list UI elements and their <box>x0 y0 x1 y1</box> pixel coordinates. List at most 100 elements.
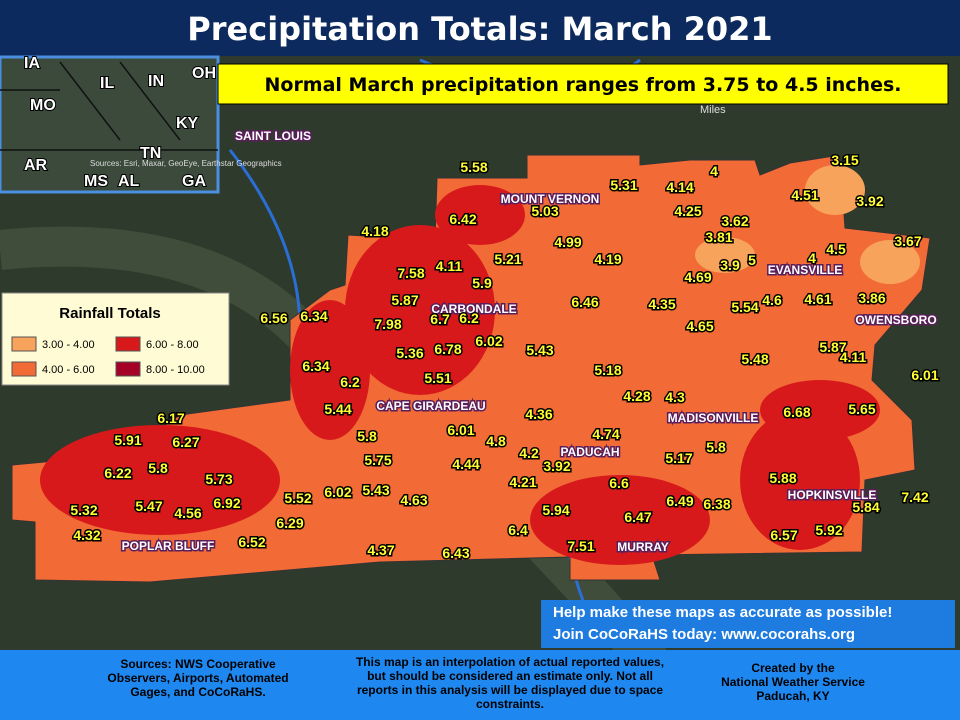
city-label: CARBONDALE <box>431 302 516 316</box>
station-value: 4.6 <box>762 292 782 308</box>
station-value: 5.9 <box>472 275 492 291</box>
station-value: 4.63 <box>400 492 427 508</box>
city-label: MOUNT VERNON <box>501 192 600 206</box>
station-value: 4 <box>808 250 816 266</box>
station-value: 5 <box>748 252 756 268</box>
state-label: GA <box>182 173 206 190</box>
station-value: 4 <box>710 163 718 179</box>
station-value: 4.14 <box>666 179 693 195</box>
station-value: 4.51 <box>791 187 818 203</box>
station-value: 6.34 <box>302 358 329 374</box>
station-value: 6.6 <box>609 475 629 491</box>
station-value: 6.4 <box>508 522 528 538</box>
station-value: 6.57 <box>770 527 797 543</box>
station-value: 4.35 <box>648 296 675 312</box>
legend-label: 3.00 - 4.00 <box>42 339 95 351</box>
station-value: 6.43 <box>442 545 469 561</box>
station-value: 6.7 <box>430 311 450 327</box>
station-value: 5.58 <box>460 159 487 175</box>
station-value: 4.11 <box>840 349 867 365</box>
station-value: 5.91 <box>114 432 141 448</box>
normal-box <box>217 63 949 105</box>
station-value: 5.51 <box>424 370 451 386</box>
station-value: 5.88 <box>769 470 796 486</box>
heavy-area <box>530 475 710 565</box>
state-label: IL <box>100 75 114 92</box>
station-value: 4.74 <box>592 426 619 442</box>
station-value: 4.65 <box>686 318 713 334</box>
station-value: 4.5 <box>826 241 846 257</box>
light-areas <box>695 165 920 284</box>
station-value: 5.73 <box>205 471 232 487</box>
help-line: Join CoCoRaHS today: www.cocorahs.org <box>553 626 855 643</box>
station-value: 5.32 <box>70 502 97 518</box>
station-value: 4.25 <box>674 203 701 219</box>
station-value: 5.18 <box>594 362 621 378</box>
footer-text: Paducah, KY <box>756 689 829 703</box>
normal-note: Normal March precipitation ranges from 3… <box>264 74 901 96</box>
station-value: 6.92 <box>213 495 240 511</box>
city-label: MURRAY <box>617 540 669 554</box>
station-value: 5.31 <box>610 177 637 193</box>
station-value: 4.21 <box>509 474 536 490</box>
state-label: TN <box>140 145 161 162</box>
station-value: 5.87 <box>391 292 418 308</box>
footer-text: Gages, and CoCoRaHS. <box>130 685 265 699</box>
help-box <box>541 600 955 648</box>
station-value: 5.84 <box>852 499 879 515</box>
station-value: 5.52 <box>284 490 311 506</box>
station-value: 6.17 <box>157 410 184 426</box>
footer-text: but should be considered an estimate onl… <box>367 669 653 683</box>
station-value: 4.69 <box>684 269 711 285</box>
station-value: 6.68 <box>783 404 810 420</box>
city-label: SAINT LOUIS <box>235 129 311 143</box>
footer-text: Created by the <box>751 661 835 675</box>
station-value: 6.01 <box>447 422 474 438</box>
inset-borders <box>0 61 218 151</box>
station-value: 4.32 <box>73 527 100 543</box>
station-value: 3.9 <box>720 257 740 273</box>
station-value: 4.3 <box>665 389 685 405</box>
city-label: MADISONVILLE <box>668 411 759 425</box>
footer-text: This map is an interpolation of actual r… <box>356 655 664 669</box>
station-value: 3.15 <box>831 152 858 168</box>
station-value: 3.92 <box>543 458 570 474</box>
station-value: 5.65 <box>848 401 875 417</box>
station-value: 6.27 <box>172 434 199 450</box>
station-value: 5.87 <box>819 339 846 355</box>
title: Precipitation Totals: March 2021 <box>187 10 772 48</box>
station-value: 6.02 <box>475 333 502 349</box>
heavy-areas <box>40 185 880 565</box>
station-value: 4.99 <box>554 234 581 250</box>
station-value: 7.42 <box>901 489 928 505</box>
heavy-area <box>40 425 280 535</box>
station-value: 5.43 <box>526 342 553 358</box>
footer-text: National Weather Service <box>721 675 865 689</box>
station-value: 7.98 <box>374 316 401 332</box>
station-value: 5.8 <box>148 460 168 476</box>
station-value: 6.2 <box>340 374 360 390</box>
footer-text: constraints. <box>476 697 544 711</box>
station-value: 7.51 <box>567 538 594 554</box>
legend-swatch <box>11 361 37 377</box>
station-value: 4.18 <box>361 223 388 239</box>
station-value: 5.03 <box>531 203 558 219</box>
light-area <box>805 165 865 215</box>
city-label: HOPKINSVILLE <box>788 488 877 502</box>
station-value: 5.36 <box>396 345 423 361</box>
city-label: EVANSVILLE <box>768 263 842 277</box>
heavy-area <box>760 380 880 440</box>
station-value: 5.47 <box>135 498 162 514</box>
station-value: 4.2 <box>519 445 539 461</box>
legend-swatch <box>115 361 141 377</box>
station-value: 3.81 <box>705 229 732 245</box>
state-label: MO <box>30 97 56 114</box>
station-value: 6.34 <box>300 308 327 324</box>
footer-text: reports in this analysis will be display… <box>357 683 663 697</box>
station-value: 5.8 <box>706 439 726 455</box>
station-value: 5.75 <box>364 452 391 468</box>
station-value: 4.36 <box>525 406 552 422</box>
station-value: 5.54 <box>731 299 758 315</box>
